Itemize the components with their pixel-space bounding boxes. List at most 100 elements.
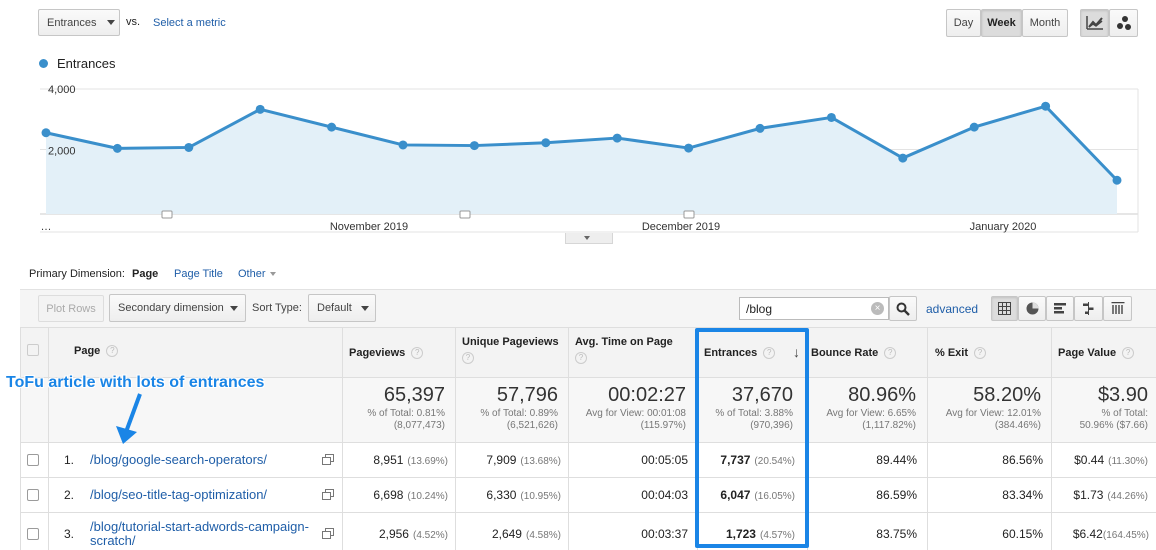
line-chart-button[interactable] <box>1080 9 1109 37</box>
help-icon[interactable]: ? <box>411 347 424 360</box>
external-link-icon[interactable] <box>322 528 334 539</box>
row-avg-time: 00:05:05 <box>641 453 688 467</box>
series-area <box>46 106 1117 214</box>
row-value-pct: (164.45%) <box>1102 530 1149 541</box>
total-exit-pct: Avg for View: 12.01% <box>945 408 1041 419</box>
row-number: 1. <box>64 453 75 467</box>
row-unique-value: 6,330 <box>486 488 517 502</box>
data-point <box>255 104 265 114</box>
day-button[interactable]: Day <box>946 9 981 37</box>
x-tick-label: January 2020 <box>970 221 1037 233</box>
dimension-page[interactable]: Page <box>132 268 159 280</box>
search-icon <box>896 302 910 316</box>
advanced-link[interactable]: advanced <box>926 302 979 316</box>
pivot-view-button[interactable] <box>1103 296 1132 321</box>
bar-icon <box>1053 303 1066 314</box>
annotation-marker-icon <box>459 210 471 219</box>
row-value: $6.42(164.45%) <box>1052 527 1149 541</box>
row-entrances-value: 6,047 <box>720 488 751 502</box>
row-page-link[interactable]: /blog/google-search-operators/ <box>90 452 268 467</box>
header-page-value[interactable]: Page Value? <box>1058 347 1135 360</box>
header-pageviews[interactable]: Pageviews? <box>349 347 424 360</box>
external-link-icon[interactable] <box>322 489 334 500</box>
row-checkbox[interactable] <box>27 528 39 540</box>
select-all-checkbox[interactable] <box>27 344 39 356</box>
total-value: $3.90 <box>1097 384 1148 406</box>
total-entrances-sub: (970,396) <box>750 420 793 431</box>
secondary-dimension-dropdown[interactable]: Secondary dimension <box>109 294 246 322</box>
help-icon[interactable]: ? <box>1122 347 1135 360</box>
select-metric-link[interactable]: Select a metric <box>153 17 226 29</box>
help-icon[interactable]: ? <box>884 347 897 360</box>
row-entrances-value: 7,737 <box>720 453 751 467</box>
row-pageviews-value: 2,956 <box>378 527 409 541</box>
header-entrances[interactable]: Entrances? ↓ <box>704 344 804 360</box>
comparison-view-button[interactable] <box>1074 296 1103 321</box>
data-point <box>469 141 479 151</box>
header-avg-time[interactable]: Avg. Time on Page? <box>575 336 673 364</box>
search-box[interactable]: /blog × <box>739 297 889 320</box>
table-view-button[interactable] <box>991 296 1018 321</box>
x-tick-label: December 2019 <box>642 221 720 233</box>
help-icon[interactable]: ? <box>763 347 776 360</box>
help-icon[interactable]: ? <box>462 352 474 364</box>
total-value-pct: % of Total: <box>1101 408 1148 419</box>
dimension-page-title[interactable]: Page Title <box>174 268 223 280</box>
chevron-down-icon <box>360 305 369 311</box>
help-icon[interactable]: ? <box>106 345 119 358</box>
header-bounce-rate[interactable]: Bounce Rate? <box>811 347 897 360</box>
month-button[interactable]: Month <box>1022 9 1068 37</box>
y-tick-label: 4,000 <box>48 84 76 96</box>
search-button[interactable] <box>889 296 917 321</box>
header-unique-pageviews-label: Unique Pageviews <box>462 336 559 348</box>
dimension-other[interactable]: Other <box>238 268 276 280</box>
sort-type-label: Sort Type: <box>252 302 302 314</box>
annotation-marker-icon <box>161 210 173 219</box>
row-number: 2. <box>64 488 75 502</box>
row-entrances-value: 1,723 <box>725 527 756 541</box>
data-point <box>969 122 979 132</box>
total-unique: 57,796 <box>496 384 558 406</box>
header-unique-pageviews[interactable]: Unique Pageviews? <box>462 336 559 364</box>
row-bounce: 83.75% <box>876 527 917 541</box>
row-bounce: 86.59% <box>876 488 917 502</box>
total-value-sub: 50.96% ($7.66) <box>1079 420 1148 431</box>
row-value-value: $1.73 <box>1073 488 1104 502</box>
total-entrances-pct: % of Total: 3.88% <box>715 408 793 419</box>
plot-rows-button[interactable]: Plot Rows <box>38 295 104 322</box>
row-entrances-pct: (16.05%) <box>754 491 795 502</box>
header-page[interactable]: Page? <box>74 345 119 358</box>
week-button[interactable]: Week <box>981 9 1022 37</box>
row-value-value: $6.42 <box>1072 527 1103 541</box>
row-unique-pct: (4.58%) <box>525 530 561 541</box>
sort-type-dropdown[interactable]: Default <box>308 294 376 322</box>
row-unique: 6,330 (10.95%) <box>456 488 561 502</box>
row-pageviews-value: 8,951 <box>373 453 404 467</box>
entrances-highlight-box <box>695 328 809 548</box>
header-entrances-label: Entrances <box>704 347 758 359</box>
bar-view-button[interactable] <box>1046 296 1074 321</box>
chevron-down-icon <box>229 305 238 311</box>
pie-view-button[interactable] <box>1018 296 1046 321</box>
header-exit[interactable]: % Exit? <box>935 347 987 360</box>
help-icon[interactable]: ? <box>974 347 987 360</box>
entrances-chart: 4,000 2,000 … November 2019 December 2019 Jan… <box>40 84 1139 233</box>
chart-collapse-tab[interactable] <box>565 233 613 244</box>
total-entrances: 37,670 <box>731 384 793 406</box>
clear-icon[interactable]: × <box>871 302 884 315</box>
total-unique-pct: % of Total: 0.89% <box>480 408 558 419</box>
help-icon[interactable]: ? <box>575 352 587 364</box>
row-exit: 86.56% <box>1002 453 1043 467</box>
row-checkbox[interactable] <box>27 454 39 466</box>
header-bounce-rate-label: Bounce Rate <box>811 347 879 359</box>
sort-desc-icon[interactable]: ↓ <box>793 344 800 360</box>
row-checkbox[interactable] <box>27 489 39 501</box>
search-input[interactable]: /blog <box>746 302 773 316</box>
row-page-link[interactable]: /blog/tutorial-start-adwords-campaign- s… <box>90 520 309 548</box>
motion-chart-button[interactable] <box>1109 9 1138 37</box>
external-link-icon[interactable] <box>322 454 334 465</box>
row-unique-value: 7,909 <box>486 453 517 467</box>
primary-dimension-label: Primary Dimension: <box>29 268 125 280</box>
row-page-link[interactable]: /blog/seo-title-tag-optimization/ <box>90 487 268 502</box>
metric-dropdown[interactable]: Entrances <box>38 9 120 36</box>
